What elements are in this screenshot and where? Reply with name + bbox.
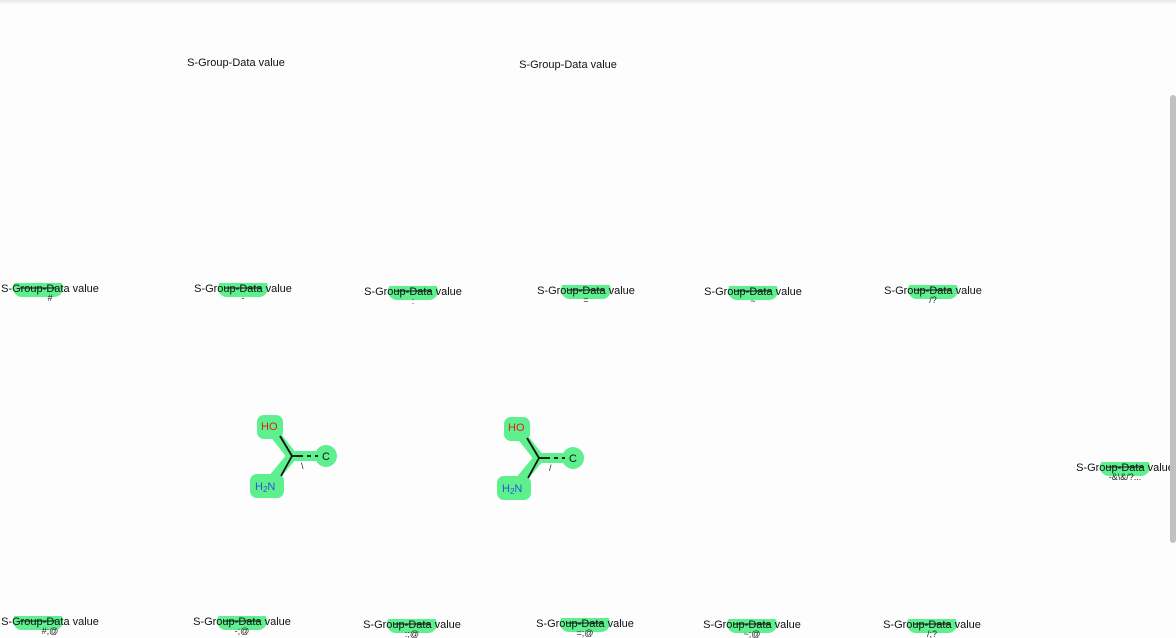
- sgroup-data-label: S-Group-Data value: [193, 616, 291, 628]
- canvas-top-edge: [0, 0, 1176, 4]
- sgroup-bond-fragment[interactable]: S-Group-Data value /?: [868, 285, 998, 319]
- sgroup-bond-fragment[interactable]: S-Group-Data value =;@: [520, 618, 650, 638]
- sgroup-data-label: S-Group-Data value: [883, 619, 981, 631]
- molecule-fragment[interactable]: HO H2N C /: [492, 412, 592, 507]
- bond-query-label: /?: [929, 295, 937, 305]
- bond-query-label: =: [583, 295, 589, 305]
- sgroup-data-label: S-Group-Data value: [884, 285, 982, 297]
- sgroup-data-label: S-Group-Data value: [364, 286, 462, 298]
- sgroup-data-label: S-Group-Data value: [536, 618, 634, 630]
- sgroup-data-label: S-Group-Data value: [1, 616, 99, 628]
- vertical-scrollbar[interactable]: [1170, 95, 1176, 543]
- carbon-atom-label: C: [322, 451, 330, 463]
- sgroup-data-label: S-Group-Data value: [537, 285, 635, 297]
- sgroup-bond-fragment[interactable]: S-Group-Data value #;@: [0, 616, 115, 638]
- bond-query-label: \: [301, 461, 304, 471]
- sgroup-bond-fragment[interactable]: S-Group-Data value :: [348, 286, 478, 320]
- bond-query-label: #: [47, 293, 53, 303]
- bond-query-label: ~;@: [743, 629, 761, 638]
- sgroup-bond-fragment[interactable]: S-Group-Data value -: [178, 283, 308, 317]
- sgroup-data-label: S-Group-Data value: [1076, 462, 1174, 474]
- sgroup-data-label: S-Group-Data value: [1, 283, 99, 295]
- carbon-atom-label: C: [569, 453, 577, 465]
- bond-query-label: #;@: [41, 626, 59, 636]
- sgroup-data-label[interactable]: S-Group-Data value: [519, 59, 617, 71]
- bond-query-label: :: [411, 296, 415, 306]
- sgroup-bond-fragment[interactable]: S-Group-Data value ~;@: [687, 619, 817, 638]
- sgroup-bond-fragment[interactable]: S-Group-Data value -;@: [177, 616, 307, 638]
- sgroup-bond-fragment[interactable]: S-Group-Data value #: [0, 283, 115, 317]
- bond-query-label: /;?: [926, 629, 938, 638]
- bond-query-label: :;@: [404, 629, 420, 638]
- sgroup-data-label: S-Group-Data value: [703, 619, 801, 631]
- amine-atom-label: H2N: [255, 481, 275, 494]
- oxygen-atom-label: HO: [508, 422, 525, 434]
- sgroup-bond-fragment[interactable]: S-Group-Data value ~: [688, 286, 818, 320]
- sgroup-data-label: S-Group-Data value: [363, 619, 461, 631]
- sgroup-data-label[interactable]: S-Group-Data value: [187, 57, 285, 69]
- bond-query-label: ~: [750, 296, 756, 306]
- sgroup-data-label: S-Group-Data value: [194, 283, 292, 295]
- molecule-fragment[interactable]: HO H2N C \: [245, 410, 345, 505]
- bond-query-label: -&\&/?...: [1108, 472, 1142, 482]
- sgroup-data-label: S-Group-Data value: [704, 286, 802, 298]
- bond-query-label: -;@: [234, 626, 250, 636]
- bond-query-label: -: [241, 293, 245, 303]
- amine-atom-label: H2N: [502, 483, 522, 496]
- sgroup-bond-fragment[interactable]: S-Group-Data value =: [521, 285, 651, 319]
- sgroup-bond-fragment[interactable]: S-Group-Data value :;@: [347, 619, 477, 638]
- bond-query-label: /: [549, 463, 552, 473]
- bond-query-label: =;@: [576, 628, 594, 638]
- oxygen-atom-label: HO: [261, 421, 278, 433]
- sgroup-bond-fragment[interactable]: S-Group-Data value /;?: [867, 619, 997, 638]
- sgroup-bond-fragment[interactable]: S-Group-Data value -&\&/?...: [1070, 462, 1176, 496]
